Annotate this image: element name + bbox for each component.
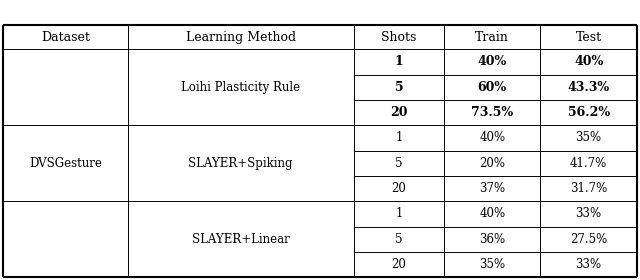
Text: 33%: 33% [575, 207, 602, 220]
Text: 5: 5 [395, 157, 403, 170]
Text: 36%: 36% [479, 233, 506, 246]
Text: Learning Method: Learning Method [186, 31, 296, 44]
Text: 1: 1 [396, 207, 403, 220]
Text: 27.5%: 27.5% [570, 233, 607, 246]
Text: 41.7%: 41.7% [570, 157, 607, 170]
Text: 5: 5 [395, 233, 403, 246]
Text: 5: 5 [395, 81, 403, 94]
Text: 73.5%: 73.5% [471, 106, 513, 119]
Text: 20%: 20% [479, 157, 506, 170]
Text: 35%: 35% [479, 258, 506, 271]
Text: Shots: Shots [381, 31, 417, 44]
Text: 37%: 37% [479, 182, 506, 195]
Text: SLAYER+Linear: SLAYER+Linear [192, 233, 289, 246]
Text: 33%: 33% [575, 258, 602, 271]
Text: 20: 20 [392, 258, 406, 271]
Text: Loihi Plasticity Rule: Loihi Plasticity Rule [181, 81, 300, 94]
Text: 1: 1 [394, 55, 403, 68]
Text: 56.2%: 56.2% [568, 106, 610, 119]
Text: 40%: 40% [479, 131, 506, 144]
Text: Test: Test [575, 31, 602, 44]
Text: 31.7%: 31.7% [570, 182, 607, 195]
Text: 35%: 35% [575, 131, 602, 144]
Text: DVSGesture: DVSGesture [29, 157, 102, 170]
Text: 40%: 40% [479, 207, 506, 220]
Text: 40%: 40% [477, 55, 507, 68]
Text: 40%: 40% [574, 55, 604, 68]
Text: SLAYER+Spiking: SLAYER+Spiking [188, 157, 293, 170]
Text: 20: 20 [390, 106, 408, 119]
Text: 43.3%: 43.3% [568, 81, 610, 94]
Text: 20: 20 [392, 182, 406, 195]
Text: Dataset: Dataset [41, 31, 90, 44]
Text: 1: 1 [396, 131, 403, 144]
Text: Train: Train [476, 31, 509, 44]
Text: 60%: 60% [477, 81, 507, 94]
